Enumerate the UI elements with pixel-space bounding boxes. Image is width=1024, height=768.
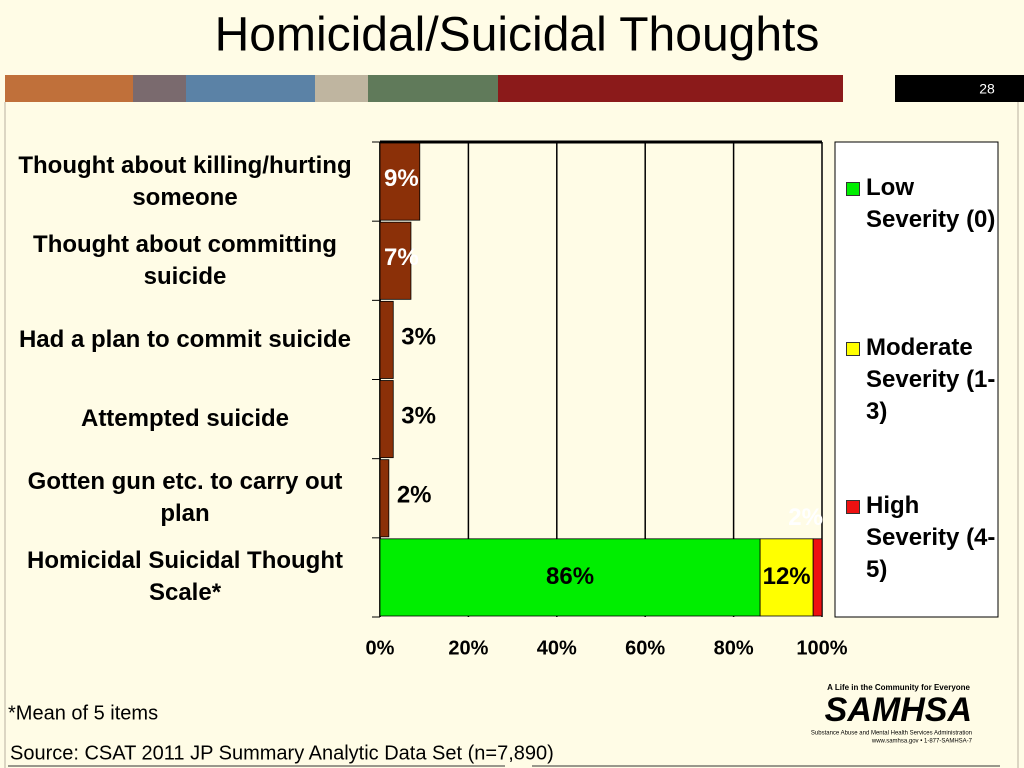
band-segment — [5, 75, 133, 102]
x-tick-label: 0% — [366, 637, 395, 659]
bar-segment — [759, 538, 814, 617]
data-label: 86% — [546, 563, 594, 590]
bar-segment — [812, 538, 823, 617]
source: Source: CSAT 2011 JP Summary Analytic Da… — [10, 742, 554, 764]
band-segment — [895, 75, 1024, 102]
bar-segment — [379, 300, 394, 379]
data-label: 9% — [384, 165, 419, 192]
bar-segment — [379, 459, 390, 538]
data-label: 3% — [401, 323, 436, 350]
x-tick-label: 100% — [796, 637, 847, 659]
x-tick-label: 80% — [714, 637, 754, 659]
legend-box — [834, 141, 999, 618]
legend-label: Low Severity (0) — [866, 174, 996, 233]
y-tick-label: Thought about committing suicide — [33, 230, 337, 290]
y-tick-label: Thought about killing/hurting someone — [18, 151, 352, 211]
logo-tagline: A Life in the Community for Everyone — [827, 683, 970, 692]
band-segment — [186, 75, 315, 102]
legend-swatch — [846, 182, 860, 196]
y-tick-label: Attempted suicide — [80, 405, 290, 433]
y-tick-label: Homicidal Suicidal Thought Scale* — [26, 547, 343, 607]
footnote: *Mean of 5 items — [8, 702, 158, 724]
x-tick-label: 40% — [537, 637, 577, 659]
slide-title: Homicidal/Suicidal Thoughts — [215, 9, 820, 62]
data-label: 3% — [401, 402, 436, 429]
data-label: 12% — [763, 563, 811, 590]
legend-label: High Severity (4-5) — [866, 492, 996, 583]
bar-segment — [379, 380, 394, 459]
data-label: 2% — [397, 482, 432, 509]
band-segment — [133, 75, 186, 102]
logo-contact: www.samhsa.gov • 1-877-SAMHSA-7 — [871, 739, 973, 745]
logo-name: SAMHSA — [825, 691, 972, 729]
page-number: 28 — [979, 81, 995, 97]
band-segment — [498, 75, 843, 102]
data-label: 7% — [384, 244, 419, 271]
bar-segment — [379, 221, 412, 300]
data-label: 2% — [788, 504, 823, 531]
bar-segment — [379, 142, 421, 221]
legend-label: Moderate Severity (1-3) — [866, 334, 996, 425]
band-segment — [368, 75, 498, 102]
bar-segment — [379, 538, 761, 617]
x-tick-label: 60% — [625, 637, 665, 659]
legend-swatch — [846, 342, 860, 356]
legend-swatch — [846, 500, 860, 514]
x-tick-label: 20% — [448, 637, 488, 659]
y-tick-label: Had a plan to commit suicide — [18, 325, 352, 353]
logo-full-name: Substance Abuse and Mental Health Servic… — [811, 731, 972, 737]
band-segment — [315, 75, 368, 102]
y-tick-label: Gotten gun etc. to carry out plan — [27, 468, 343, 528]
